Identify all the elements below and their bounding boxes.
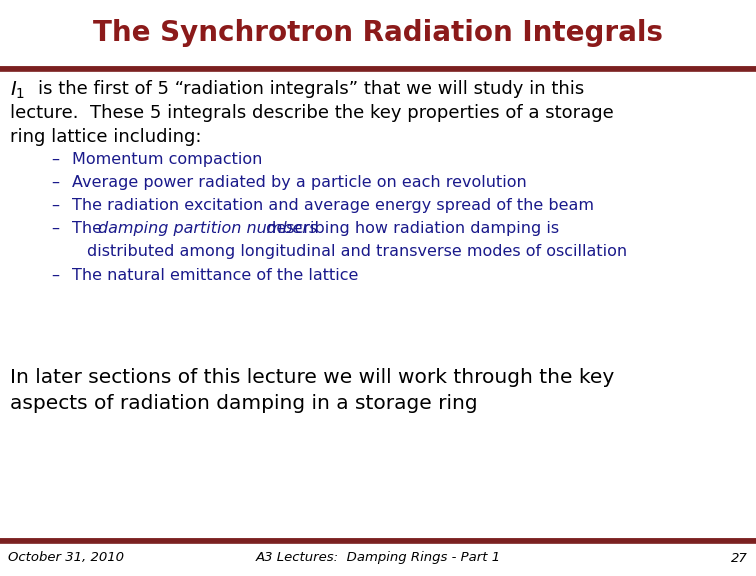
- Text: Momentum compaction: Momentum compaction: [72, 152, 262, 167]
- Text: lecture.  These 5 integrals describe the key properties of a storage: lecture. These 5 integrals describe the …: [10, 104, 614, 122]
- Text: The: The: [72, 221, 107, 236]
- Text: The Synchrotron Radiation Integrals: The Synchrotron Radiation Integrals: [93, 19, 663, 47]
- Text: The natural emittance of the lattice: The natural emittance of the lattice: [72, 268, 358, 283]
- Text: In later sections of this lecture we will work through the key: In later sections of this lecture we wil…: [10, 368, 614, 387]
- Text: –: –: [51, 198, 59, 213]
- Text: The radiation excitation and average energy spread of the beam: The radiation excitation and average ene…: [72, 198, 594, 213]
- Text: is the first of 5 “radiation integrals” that we will study in this: is the first of 5 “radiation integrals” …: [38, 80, 584, 98]
- Text: A3 Lectures:  Damping Rings - Part 1: A3 Lectures: Damping Rings - Part 1: [256, 551, 500, 564]
- Text: distributed among longitudinal and transverse modes of oscillation: distributed among longitudinal and trans…: [87, 244, 627, 259]
- Text: October 31, 2010: October 31, 2010: [8, 551, 124, 564]
- Text: –: –: [51, 152, 59, 167]
- Text: Average power radiated by a particle on each revolution: Average power radiated by a particle on …: [72, 175, 527, 190]
- Text: –: –: [51, 268, 59, 283]
- Text: damping partition numbers: damping partition numbers: [98, 221, 318, 236]
- Text: aspects of radiation damping in a storage ring: aspects of radiation damping in a storag…: [10, 394, 478, 413]
- Text: describing how radiation damping is: describing how radiation damping is: [261, 221, 559, 236]
- Text: $\mathit{I}_{\mathit{1}}$: $\mathit{I}_{\mathit{1}}$: [10, 80, 25, 101]
- Text: ring lattice including:: ring lattice including:: [10, 128, 202, 146]
- Text: 27: 27: [731, 551, 748, 564]
- Text: –: –: [51, 221, 59, 236]
- Text: –: –: [51, 175, 59, 190]
